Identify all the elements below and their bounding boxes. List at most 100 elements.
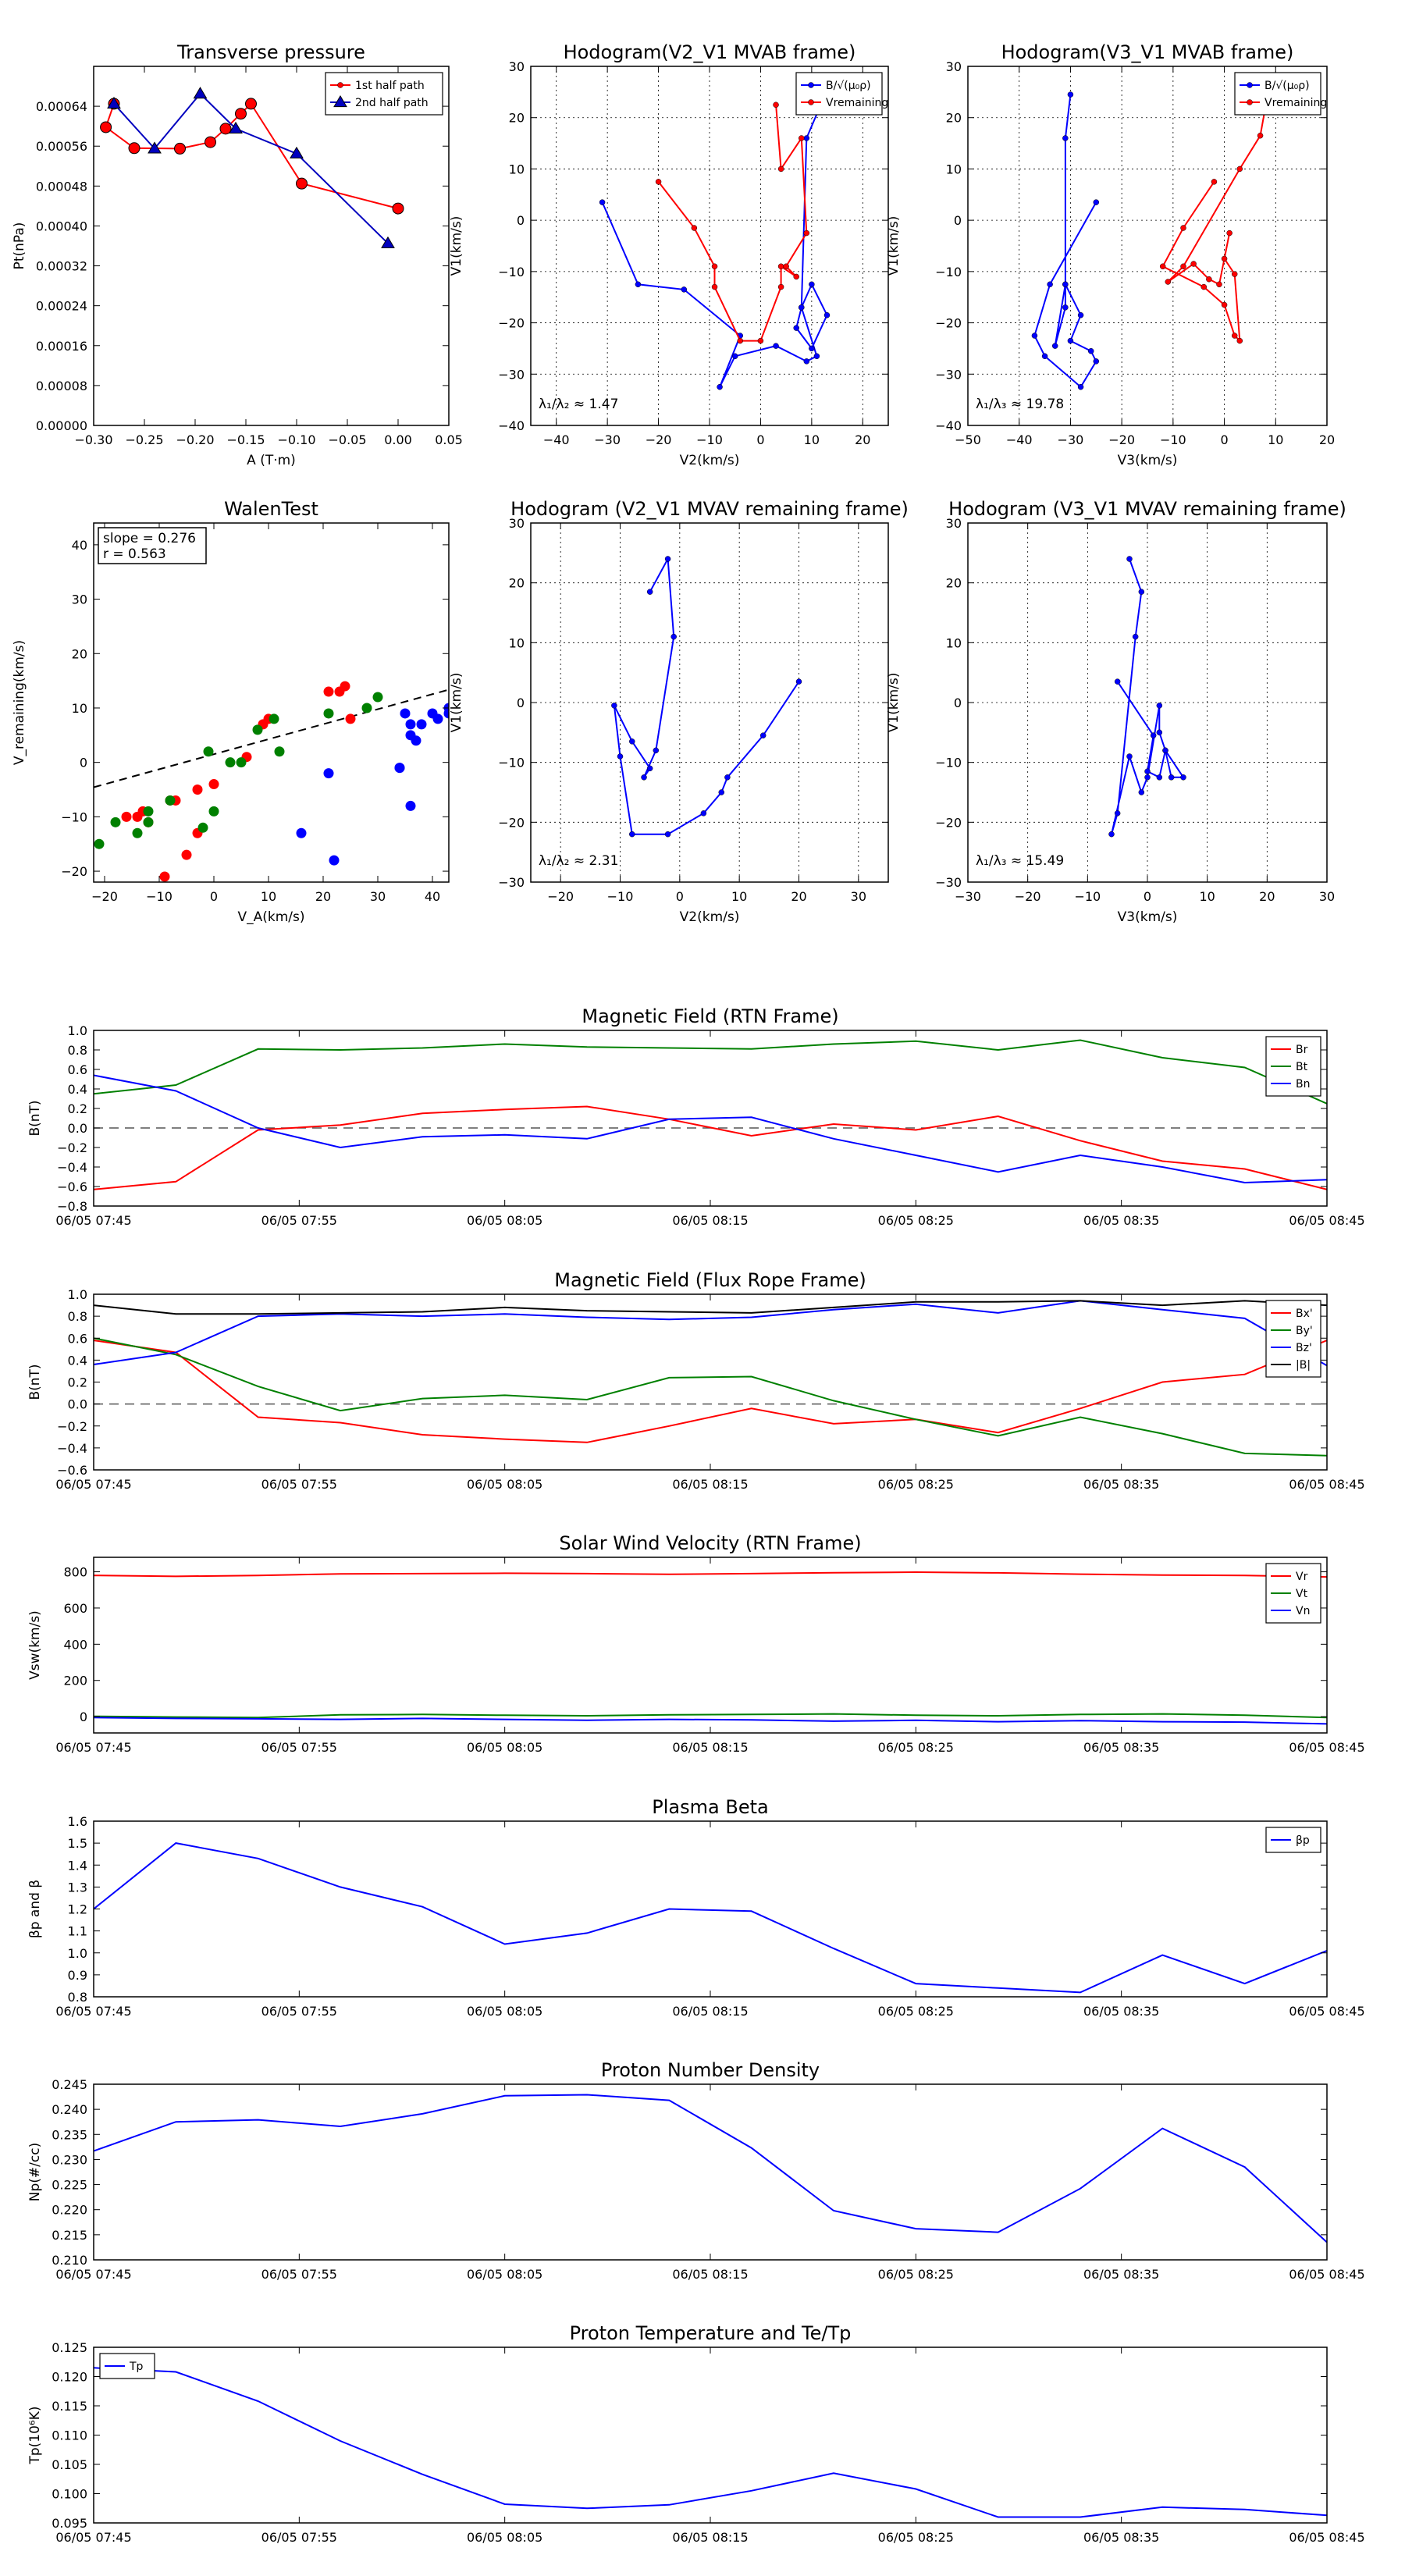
data-point-hodogram-v2-mvav [724, 774, 731, 781]
data-point-hodogram-v3-mvav [1114, 678, 1121, 685]
y-tick-label: 0.2 [68, 1101, 87, 1116]
y-tick-label: 0.00000 [36, 418, 87, 433]
y-tick-label: −0.6 [57, 1179, 87, 1194]
x-tick-label: 06/05 07:55 [261, 1213, 337, 1228]
x-tick-label: 06/05 08:05 [467, 2530, 542, 2545]
y-tick-label: 0.9 [68, 1968, 87, 1983]
legend-marker [1247, 99, 1253, 105]
scatter-point [394, 763, 405, 774]
x-tick-label: −0.20 [176, 432, 214, 447]
x-tick-label: 06/05 08:25 [878, 1213, 954, 1228]
x-tick-label: −40 [543, 432, 570, 447]
x-tick-label: 20 [1319, 432, 1335, 447]
scatter-point [94, 838, 105, 849]
data-point-hodogram-v3-mvab [1236, 337, 1243, 344]
data-point-hodogram-v3-mvav [1168, 774, 1175, 781]
data-point-hodogram-v2-mvab [783, 263, 789, 270]
x-tick-label: 06/05 08:15 [672, 2267, 748, 2282]
series-line-Bn [94, 1074, 1327, 1184]
x-tick-label: 10 [731, 889, 747, 904]
plot-area [100, 87, 404, 248]
y-tick-label: 0.6 [68, 1062, 87, 1077]
series-line-Bx' [94, 1340, 1327, 1443]
data-point-hodogram-v2-mvab [799, 304, 805, 311]
y-tick-label: 0.105 [52, 2457, 87, 2472]
x-tick-label: 06/05 08:45 [1289, 1213, 1364, 1228]
data-point-hodogram-v2-mvab [655, 179, 662, 185]
y-tick-label: 0.00008 [36, 379, 87, 393]
legend-label: |B| [1296, 1359, 1311, 1372]
series-line-Vt [94, 1713, 1327, 1719]
plot-area [94, 1842, 1327, 1994]
chart-transverse-pressure: Transverse pressure−0.30 −0.25 −0.20 −0.15−… [12, 41, 463, 468]
y-tick-label: 0.095 [52, 2516, 87, 2531]
y-tick-label: 0.240 [52, 2102, 87, 2117]
legend-label: Vremaining [1264, 97, 1327, 109]
y-axis-label: Tp(10⁶K) [27, 2406, 43, 2464]
chart-title: Solar Wind Velocity (RTN Frame) [559, 1532, 861, 1554]
series-line-Vremaining [657, 105, 808, 342]
x-tick-label: −0.25 [125, 432, 163, 447]
x-tick-label: −20 [547, 889, 574, 904]
data-point-hodogram-v3-mvab [1180, 225, 1186, 231]
series-line-Vr [94, 1571, 1327, 1578]
x-tick-label: 06/05 07:55 [261, 2267, 337, 2282]
x-tick-label: 06/05 08:15 [672, 1477, 748, 1492]
y-tick-label: 400 [63, 1637, 87, 1652]
annotation-text: λ₁/λ₃ ≈ 19.78 [976, 397, 1064, 412]
x-tick-label: 06/05 08:05 [467, 2267, 542, 2282]
scatter-point [121, 811, 132, 822]
data-point-hodogram-v3-mvab [1077, 383, 1084, 390]
data-point-hodogram-v3-mvab [1221, 301, 1228, 308]
x-tick-label: −30 [1058, 432, 1084, 447]
y-tick-label: 0.00056 [36, 139, 87, 154]
scatter-point [143, 817, 154, 827]
x-tick-label: 06/05 07:55 [261, 2530, 337, 2545]
data-point-hodogram-v2-mvab [599, 199, 606, 205]
x-tick-label: −10 [696, 432, 723, 447]
series-line-βp [94, 1842, 1327, 1994]
x-tick-label: 06/05 08:25 [878, 2530, 954, 2545]
x-tick-label: 06/05 07:55 [261, 1477, 337, 1492]
y-tick-label: −30 [935, 875, 962, 890]
data-point-transverse-pressure [148, 141, 162, 154]
x-tick-label: 30 [370, 889, 386, 904]
data-point-transverse-pressure [245, 98, 257, 110]
legend-label: Bn [1296, 1078, 1310, 1091]
x-tick-label: 0.00 [384, 432, 412, 447]
y-tick-label: 0.215 [52, 2228, 87, 2243]
legend-box [325, 72, 443, 116]
data-point-hodogram-v3-mvab [1041, 353, 1048, 360]
y-tick-label: 0 [80, 1710, 87, 1724]
series-line-B/√(μ₀ρ) [601, 101, 828, 388]
data-point-hodogram-v3-mvab [1159, 263, 1166, 270]
legend-label: Vn [1296, 1605, 1310, 1617]
y-tick-label: −30 [498, 367, 525, 382]
y-tick-label: 20 [946, 111, 962, 126]
x-tick-label: 20 [1259, 889, 1275, 904]
series-line-Bt [94, 1039, 1327, 1105]
legend-marker [1247, 82, 1253, 88]
scatter-point [181, 849, 192, 860]
y-tick-label: 0.0 [68, 1397, 87, 1412]
legend-label: B/√(μ₀ρ) [826, 80, 871, 92]
y-tick-label: 0.8 [68, 1309, 87, 1324]
y-tick-label: −10 [498, 756, 525, 770]
x-tick-label: 06/05 08:45 [1289, 2004, 1364, 2019]
x-tick-label: −20 [91, 889, 118, 904]
y-tick-label: 0.6 [68, 1331, 87, 1346]
scatter-point [296, 827, 307, 838]
x-tick-label: 06/05 08:15 [672, 2004, 748, 2019]
legend: Br Bt Bn [1265, 1036, 1321, 1097]
y-tick-label: −20 [935, 815, 962, 830]
y-tick-label: 30 [509, 59, 525, 74]
data-point-hodogram-v3-mvab [1221, 255, 1228, 262]
legend-label: Vremaining [826, 97, 888, 109]
chart-mag-rtn: Magnetic Field (RTN Frame) 06/05 07:45 06/… [27, 1005, 1365, 1228]
x-tick-label: 06/05 07:45 [55, 2267, 131, 2282]
data-point-hodogram-v2-mvab [731, 353, 738, 360]
y-tick-label: 0 [80, 756, 87, 770]
x-tick-label: 06/05 08:45 [1289, 1477, 1364, 1492]
data-point-hodogram-v3-mvab [1231, 333, 1238, 339]
plot-frame [967, 66, 1328, 426]
